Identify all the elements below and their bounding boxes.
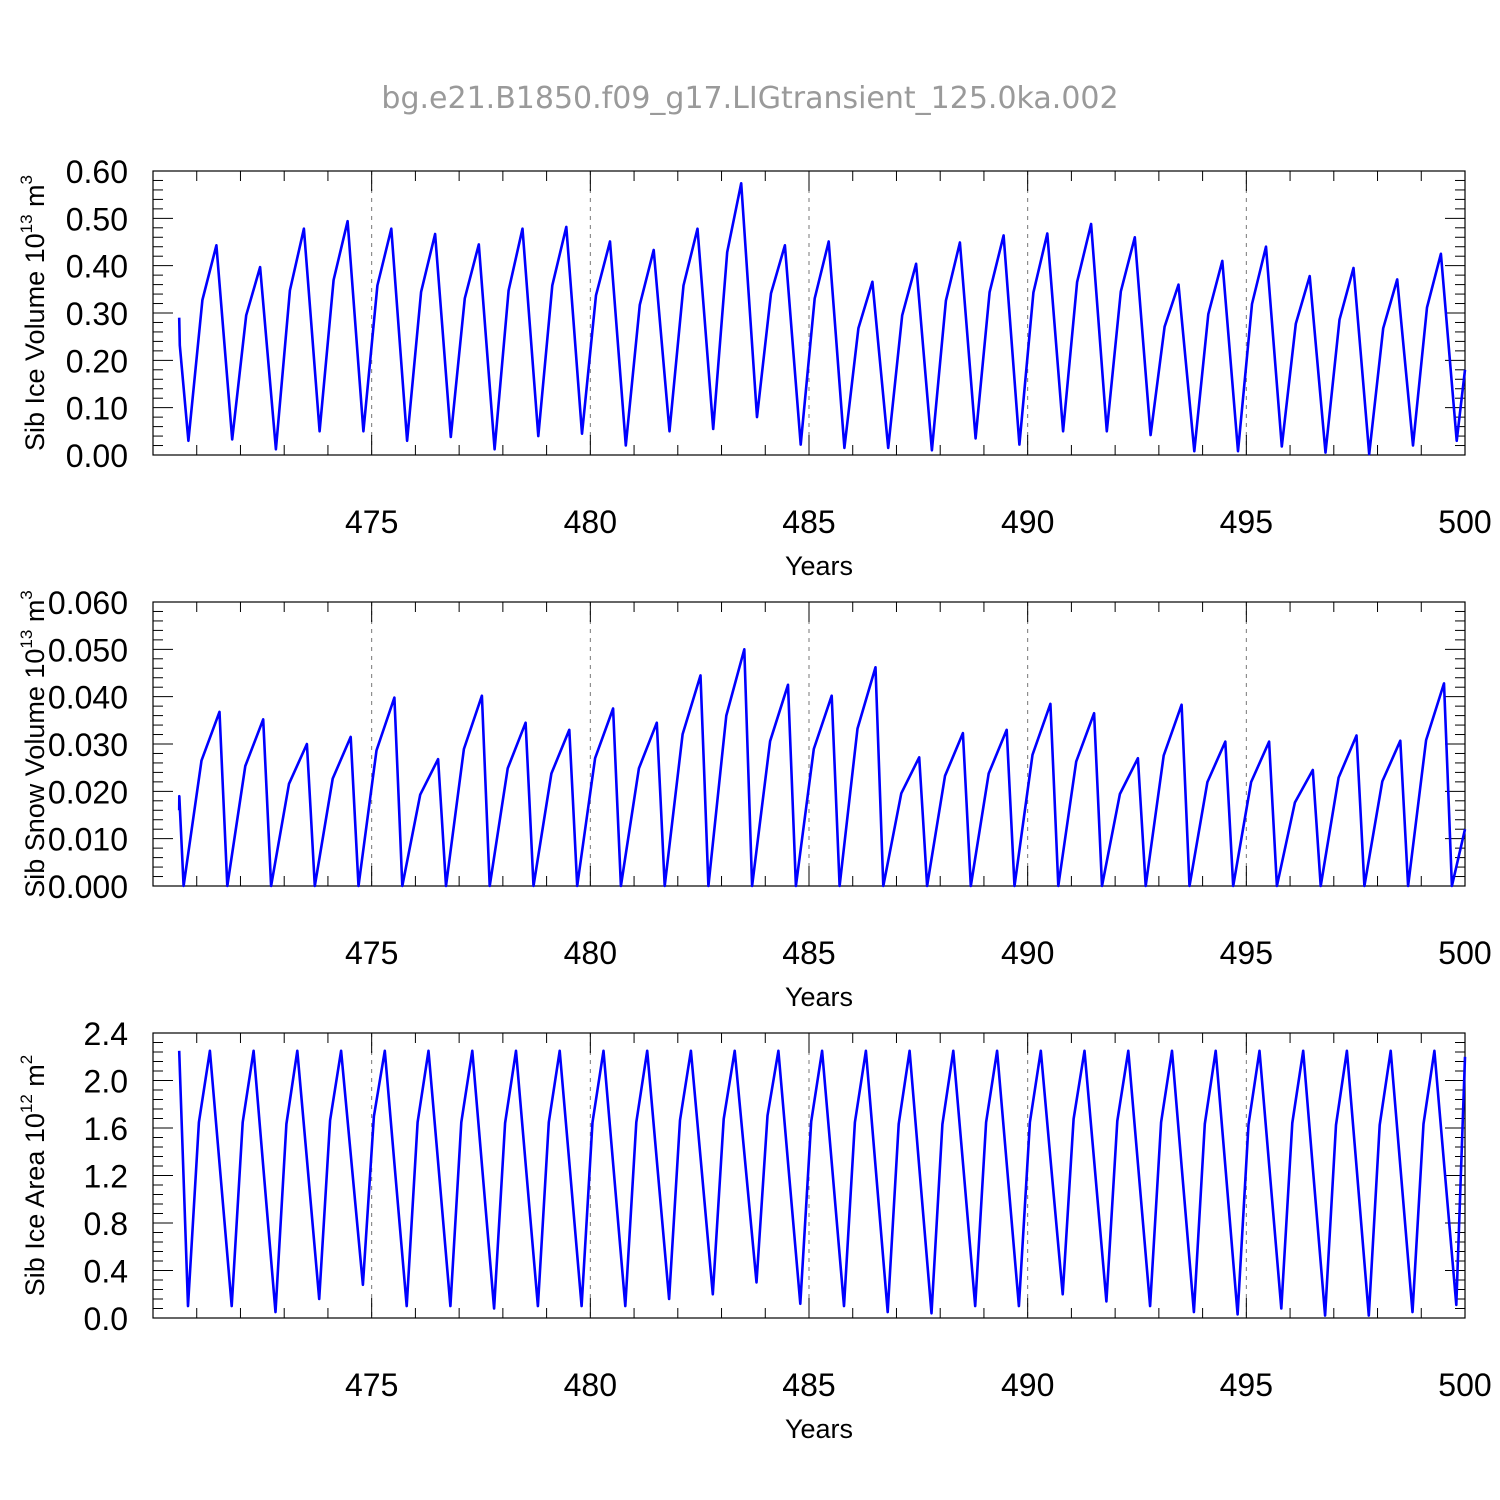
y-tick-label: 0.050 xyxy=(48,632,128,668)
y-tick-label: 1.6 xyxy=(84,1111,128,1147)
y-tick-label: 0.00 xyxy=(66,438,128,474)
x-tick-label: 490 xyxy=(1001,935,1054,971)
plot-frame xyxy=(152,170,1466,456)
y-tick-label: 2.0 xyxy=(84,1064,128,1100)
y-tick-label: 2.4 xyxy=(84,1016,128,1052)
x-tick-label: 500 xyxy=(1438,935,1491,971)
y-tick-label: 0.20 xyxy=(66,343,128,379)
x-axis-label: Years xyxy=(785,551,853,581)
series-line-ice_area xyxy=(177,1049,1467,1317)
x-tick-label: 485 xyxy=(782,504,835,540)
y-tick-label: 0.60 xyxy=(66,154,128,190)
panel-snow-volume: 475 480 485 490 495 500 Years 0.000 0.010 0.020 0.… xyxy=(17,585,1492,1012)
y-tick-label: 0.000 xyxy=(48,869,128,905)
y-tick-label: 0.30 xyxy=(66,296,128,332)
y-axis-label: Sib Ice Area 1012 m2 xyxy=(17,1055,50,1297)
y-tick-label: 1.2 xyxy=(84,1159,128,1195)
x-tick-label: 495 xyxy=(1220,1367,1273,1403)
panel-ice-volume: 475 480 485 490 495 500 Years 0.00 0.10 0.20 0.30 0… xyxy=(17,154,1492,581)
y-tick-label: 0.0 xyxy=(84,1301,128,1337)
y-tick-label: 0.50 xyxy=(66,201,128,237)
x-tick-label: 480 xyxy=(564,1367,617,1403)
y-tick-label: 0.010 xyxy=(48,822,128,858)
x-tick-label: 480 xyxy=(564,504,617,540)
y-axis-label: Sib Ice Volume 1013 m3 xyxy=(17,175,50,451)
y-tick-label: 0.060 xyxy=(48,585,128,621)
y-tick-label: 0.10 xyxy=(66,391,128,427)
y-tick-label: 0.8 xyxy=(84,1206,128,1242)
series-line-snow_volume xyxy=(177,648,1467,888)
x-tick-label: 495 xyxy=(1220,935,1273,971)
x-tick-label: 500 xyxy=(1438,1367,1491,1403)
x-tick-label: 495 xyxy=(1220,504,1273,540)
x-tick-label: 485 xyxy=(782,935,835,971)
x-tick-label: 475 xyxy=(345,504,398,540)
y-tick-label: 0.40 xyxy=(66,249,128,285)
x-tick-label: 500 xyxy=(1438,504,1491,540)
y-tick-label: 0.020 xyxy=(48,774,128,810)
y-tick-label: 0.030 xyxy=(48,727,128,763)
y-tick-label: 0.040 xyxy=(48,680,128,716)
x-tick-label: 490 xyxy=(1001,1367,1054,1403)
x-tick-label: 475 xyxy=(345,1367,398,1403)
x-tick-label: 485 xyxy=(782,1367,835,1403)
series-line-ice_volume xyxy=(177,182,1467,456)
x-axis-label: Years xyxy=(785,1414,853,1444)
x-tick-label: 490 xyxy=(1001,504,1054,540)
y-tick-label: 0.4 xyxy=(84,1254,128,1290)
panel-ice-area: 475 480 485 490 495 500 Years 0.0 0.4 0.8 1.2 1.6 2.… xyxy=(17,1016,1492,1444)
figure-title: bg.e21.B1850.f09_g17.LIGtransient_125.0k… xyxy=(381,81,1118,116)
x-tick-label: 480 xyxy=(564,935,617,971)
x-axis-label: Years xyxy=(785,982,853,1012)
x-tick-label: 475 xyxy=(345,935,398,971)
y-axis-label: Sib Snow Volume 1013 m3 xyxy=(17,590,50,898)
